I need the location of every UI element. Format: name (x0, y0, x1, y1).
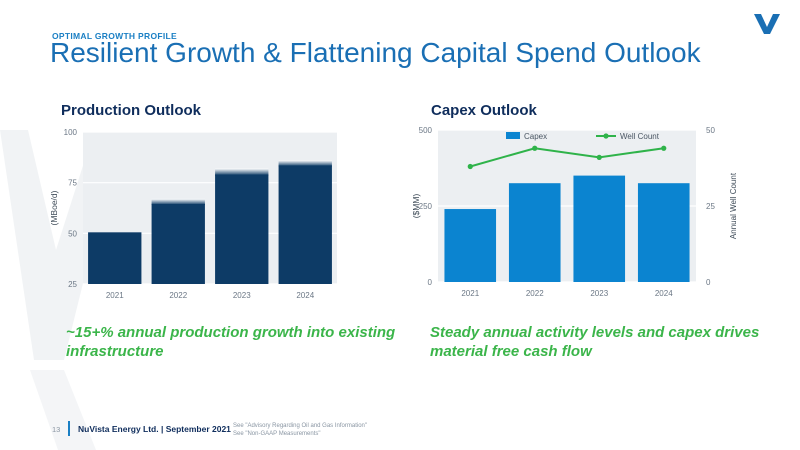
production-caption: ~15+% annual production growth into exis… (66, 324, 396, 360)
well-count-point (467, 163, 473, 170)
y-axis-label: ($MM) (411, 194, 421, 219)
legend-capex-swatch (506, 132, 520, 139)
bar-range-top (278, 160, 332, 167)
well-count-line (469, 147, 664, 168)
capex-panel-title: Capex Outlook (431, 102, 537, 119)
x-tick-label: 2021 (461, 289, 479, 298)
footer-note-advisory: See "Advisory Regarding Oil and Gas Info… (233, 423, 367, 429)
production-panel-title: Production Outlook (61, 102, 201, 119)
bar (508, 183, 561, 282)
production-chart: 25 50 75 100 2021 2022 2023 2024 (MBoe/d) (49, 128, 337, 300)
well-count-point (661, 145, 667, 151)
footer-divider (68, 421, 70, 436)
well-count-point (596, 154, 602, 160)
bar (637, 183, 690, 282)
y2-tick-label: 0 (706, 278, 711, 287)
nuvista-logo-icon (754, 14, 780, 34)
bar (151, 203, 205, 284)
capex-caption: Steady annual activity levels and capex … (430, 324, 760, 360)
x-tick-label: 2023 (590, 289, 608, 298)
x-tick-label: 2021 (106, 291, 124, 300)
bar (215, 174, 269, 284)
y-tick-label: 25 (68, 280, 77, 289)
y-tick-label: 0 (428, 278, 433, 287)
y-tick-label: 250 (419, 202, 433, 211)
y-axis-label: (MBoe/d) (49, 190, 59, 225)
y-tick-label: 75 (68, 179, 77, 188)
section-eyebrow: OPTIMAL GROWTH PROFILE (52, 31, 177, 41)
x-tick-label: 2022 (526, 289, 544, 298)
y2-axis-label: Annual Well Count (729, 172, 738, 239)
bar-range-top (215, 168, 269, 176)
x-tick-label: 2024 (296, 291, 314, 300)
legend-capex-label: Capex (524, 132, 547, 141)
capex-chart: 0 250 500 0 25 50 2021 2022 2023 2024 Capex Well Co… (411, 126, 738, 298)
legend-well-count-label: Well Count (620, 132, 660, 141)
bar (444, 209, 497, 282)
bar (278, 165, 332, 284)
page-title: Resilient Growth & Flattening Capital Sp… (50, 37, 701, 68)
footer-company: NuVista Energy Ltd. | September 2021 (78, 424, 231, 434)
y-tick-label: 50 (68, 229, 77, 238)
bar (88, 232, 142, 284)
legend-well-count-marker (603, 133, 609, 139)
bar (573, 175, 626, 282)
bar-range-top (151, 198, 205, 205)
x-tick-label: 2022 (169, 291, 187, 300)
page-number: 13 (52, 425, 61, 434)
well-count-point (532, 145, 538, 151)
y2-tick-label: 50 (706, 126, 715, 135)
y-tick-label: 500 (419, 126, 433, 135)
x-tick-label: 2024 (655, 289, 673, 298)
footer-note-nongaap: See "Non-GAAP Measurements" (233, 431, 321, 437)
y2-tick-label: 25 (706, 202, 715, 211)
y-tick-label: 100 (64, 128, 78, 137)
x-tick-label: 2023 (233, 291, 251, 300)
